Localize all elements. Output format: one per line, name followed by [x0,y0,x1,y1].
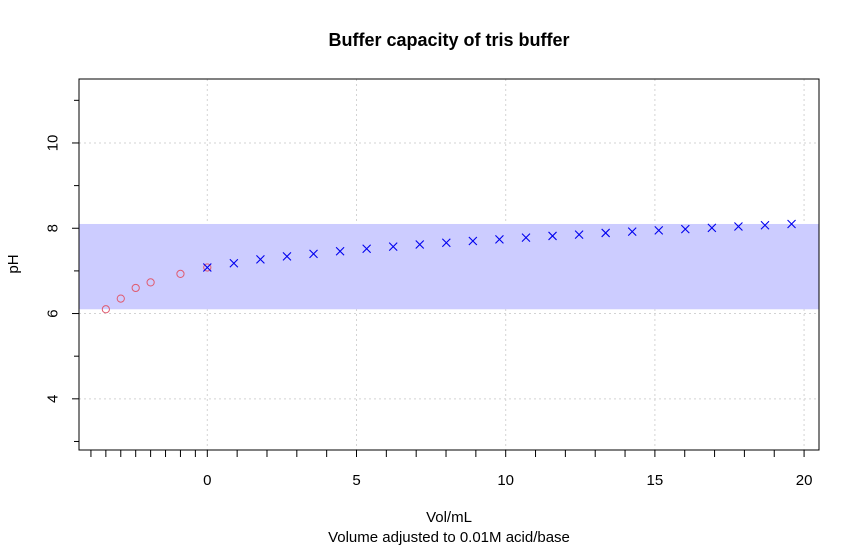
data-point-cross [734,222,743,231]
x-axis-label: Vol/mL [426,509,472,526]
data-point-cross [760,220,770,230]
data-point-cross [309,249,318,259]
data-point-cross [202,263,212,272]
y-axis-label: pH [5,254,22,273]
data-point-circle [131,283,140,293]
y-tick-label: 6 [45,309,62,317]
data-point-cross [362,244,372,254]
axes: 0 5 10 15 20 4 6 8 10 [45,99,813,489]
data-point-cross [388,242,398,251]
data-point-cross [468,236,478,246]
buffer-band-rect [79,223,819,310]
chart-title: Buffer capacity of tris buffer [328,30,569,50]
data-point-cross [787,219,796,229]
data-point-cross [574,230,584,240]
data-point-circle [146,278,155,287]
y-tick-label: 4 [45,395,62,403]
data-point-cross [441,238,451,248]
x-tick-label: 10 [497,472,514,489]
x-tick-label: 5 [352,472,360,489]
data-point-circle [116,294,125,303]
data-point-cross [627,227,637,237]
data-point-circle [203,263,212,272]
data-point-cross [256,254,265,264]
data-point-cross [415,240,425,249]
data-point-cross [601,228,611,238]
data-point-circle [176,269,185,278]
data-point-cross [335,246,345,256]
data-point-cross [707,223,717,233]
y-tick-label: 10 [45,135,62,152]
data-point-cross [521,233,531,243]
x-tick-label: 15 [647,472,664,489]
data-point-cross [495,234,504,244]
x-tick-label: 20 [796,472,813,489]
buffer-band [79,223,819,310]
data-point-cross [548,231,557,241]
data-points [101,219,796,314]
y-tick-label: 8 [45,224,62,232]
data-point-cross [229,258,239,268]
data-point-cross [282,252,292,261]
data-point-cross [654,225,664,235]
data-point-circle [101,305,110,314]
x-axis-sublabel: Volume adjusted to 0.01M acid/base [328,529,570,546]
x-tick-label: 0 [203,472,211,489]
data-point-cross [680,224,690,234]
